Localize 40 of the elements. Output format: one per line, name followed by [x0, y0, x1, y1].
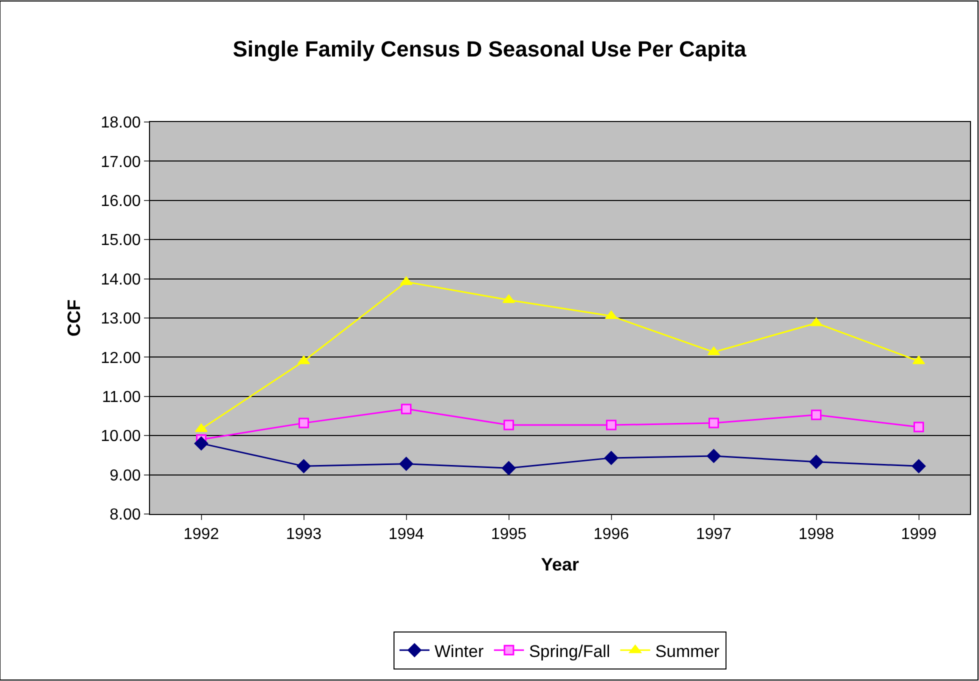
- x-tick-label: 1993: [286, 526, 322, 544]
- legend-label: Spring/Fall: [528, 642, 610, 661]
- x-tick-label: 1997: [696, 526, 732, 544]
- x-tick-label: 1999: [900, 526, 937, 544]
- y-tick-label: 9.00: [110, 467, 141, 484]
- y-tick-label: 16.00: [100, 193, 141, 210]
- point: [811, 410, 822, 420]
- point: [809, 454, 824, 469]
- y-axis-title: CCF: [64, 300, 84, 336]
- point: [194, 436, 208, 450]
- y-tick-label: 18.00: [100, 114, 141, 132]
- y-tick-label: 10.00: [100, 428, 141, 446]
- y-tick-label: 17.00: [100, 154, 141, 171]
- x-tick-label: 1998: [798, 526, 834, 544]
- legend-label: Summer: [655, 642, 720, 661]
- x-tick-label: 1994: [388, 526, 424, 544]
- y-tick-label: 12.00: [100, 350, 141, 367]
- y-tick-label: 14.00: [100, 271, 141, 288]
- x-tick-label: 1996: [593, 526, 630, 544]
- chart-title: Single Family Census D Seasonal Use Per Capita: [232, 36, 748, 62]
- y-tick-label: 15.00: [100, 232, 141, 250]
- point: [399, 456, 414, 471]
- point: [708, 418, 719, 428]
- y-tick-label: 13.00: [100, 310, 141, 328]
- point: [502, 461, 516, 476]
- y-tick-label: 8.00: [110, 506, 141, 524]
- y-tick-label: 11.00: [102, 389, 141, 406]
- point: [504, 420, 514, 430]
- point: [606, 420, 616, 430]
- x-tick-label: 1992: [183, 526, 220, 544]
- x-tick-label: 1995: [490, 526, 527, 544]
- point: [912, 459, 926, 474]
- point: [604, 450, 618, 465]
- point: [296, 459, 311, 474]
- x-axis-title: Year: [540, 554, 580, 574]
- point: [401, 404, 412, 414]
- legend-label: Winter: [434, 642, 484, 661]
- point: [914, 422, 924, 432]
- point: [298, 418, 309, 428]
- point: [706, 448, 721, 463]
